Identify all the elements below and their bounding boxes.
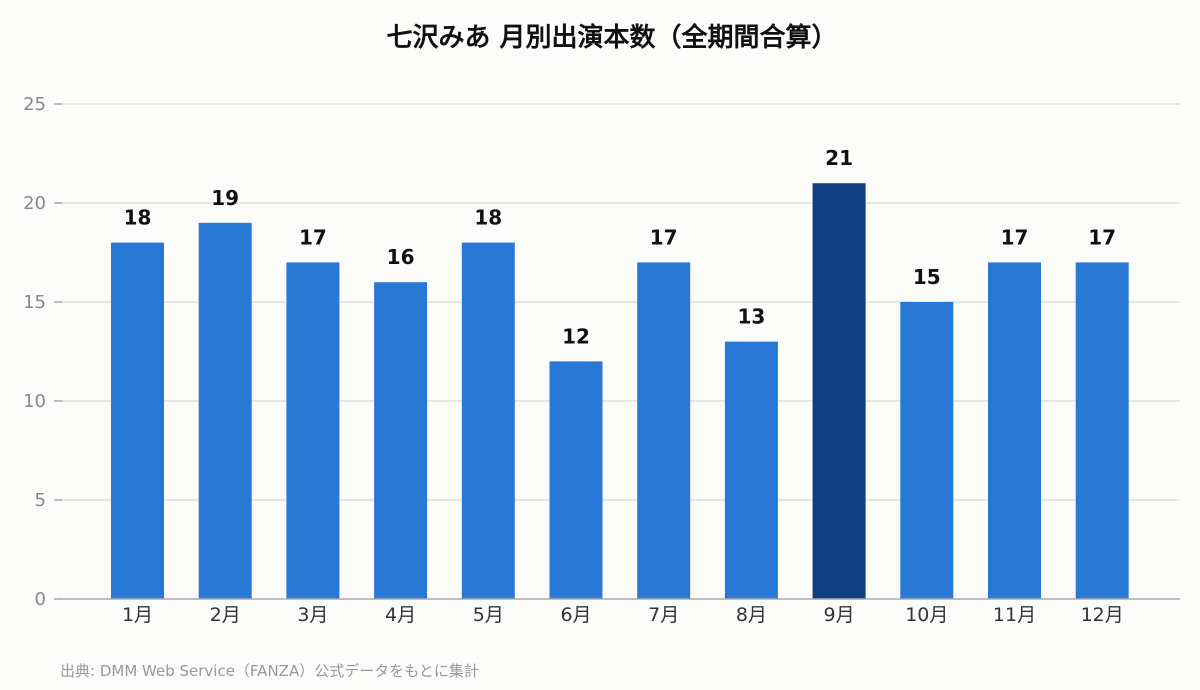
- bar: [988, 262, 1041, 599]
- x-axis-labels: 1月 2月 3月 4月 5月 6月 7月 8月 9月 10月 11月 12月: [122, 604, 1124, 626]
- bar-value-label: 18: [124, 206, 152, 230]
- bar: [812, 183, 866, 599]
- y-tick-label: 10: [23, 391, 46, 412]
- bar-value-label: 13: [737, 305, 765, 329]
- x-tick-label: 12月: [1081, 604, 1124, 626]
- chart-title: 七沢みあ 月別出演本数（全期間合算）: [386, 22, 837, 53]
- bar-value-label: 21: [825, 146, 853, 170]
- bar: [724, 341, 778, 599]
- bar-value-label: 17: [1088, 225, 1116, 249]
- x-tick-label: 5月: [473, 604, 504, 626]
- x-tick-label: 11月: [993, 604, 1036, 626]
- y-tick-label: 0: [35, 589, 46, 610]
- source-note: 出典: DMM Web Service（FANZA）公式データをもとに集計: [60, 662, 479, 680]
- bar-value-label: 18: [474, 206, 502, 230]
- x-tick-label: 2月: [210, 604, 241, 626]
- bar: [1075, 262, 1129, 599]
- bars: [111, 183, 1129, 600]
- bar: [549, 361, 603, 599]
- bar-value-label: 15: [913, 265, 941, 289]
- bar: [198, 222, 252, 600]
- bar-value-label: 12: [562, 324, 590, 348]
- x-tick-label: 8月: [736, 604, 767, 626]
- bar-value-label: 17: [1001, 225, 1029, 249]
- y-axis-ticks: 0 5 10 15 20 25: [23, 94, 62, 610]
- bar-value-label: 16: [387, 245, 415, 269]
- bar-value-label: 17: [650, 225, 678, 249]
- x-tick-label: 10月: [905, 604, 948, 626]
- bar: [900, 302, 954, 599]
- x-tick-label: 1月: [122, 604, 153, 626]
- y-tick-label: 5: [35, 490, 46, 511]
- y-tick-label: 15: [23, 292, 46, 313]
- x-tick-label: 6月: [560, 604, 591, 626]
- y-tick-label: 20: [23, 193, 46, 214]
- bar: [286, 262, 340, 599]
- bar-value-label: 17: [299, 225, 327, 249]
- x-tick-label: 9月: [824, 604, 855, 626]
- y-tick-label: 25: [23, 94, 46, 115]
- bar: [111, 242, 164, 599]
- value-labels: 18 19 17 16 18 12 17 13 21 15 17 17: [124, 146, 1117, 348]
- bar: [374, 282, 428, 599]
- bar-value-label: 19: [211, 186, 239, 210]
- bar: [461, 242, 515, 599]
- x-tick-label: 3月: [297, 604, 328, 626]
- bar: [637, 262, 691, 599]
- x-tick-label: 7月: [648, 604, 679, 626]
- x-tick-label: 4月: [385, 604, 416, 626]
